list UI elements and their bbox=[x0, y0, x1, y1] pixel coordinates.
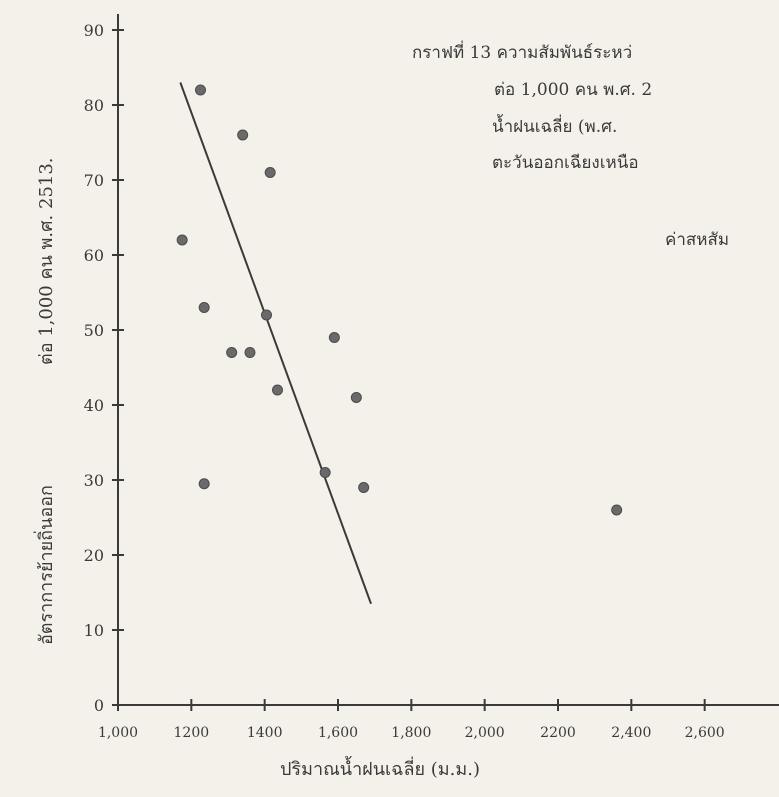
y-tick-label: 70 bbox=[84, 171, 104, 190]
y-tick-label: 80 bbox=[84, 96, 104, 115]
data-point bbox=[264, 167, 276, 178]
data-point bbox=[237, 129, 249, 141]
x-tick-label: 2,000 bbox=[465, 725, 505, 741]
y-tick-label: 40 bbox=[84, 396, 104, 415]
title-line-3: น้ำฝนเฉลี่ย (พ.ศ. bbox=[492, 114, 617, 137]
trendline-layer bbox=[179, 82, 372, 605]
title-line-2: ต่อ 1,000 คน พ.ศ. 2 bbox=[494, 80, 652, 100]
y-tick-label: 20 bbox=[84, 546, 104, 565]
x-tick-label: 1,600 bbox=[318, 725, 358, 741]
chart-axes bbox=[112, 14, 779, 706]
x-tick-label: 1,000 bbox=[98, 725, 138, 741]
x-axis-title: ปริมาณน้ำฝนเฉลี่ย (ม.ม.) bbox=[280, 756, 480, 780]
y-tick-label: 0 bbox=[94, 696, 104, 715]
x-tick-label: 2200 bbox=[540, 725, 576, 741]
title-line-1: กราฟที่ 13 ความสัมพันธ์ระหว่ bbox=[412, 40, 632, 63]
y-axis-title-line-1: อัตราการย้ายถิ่นออก bbox=[33, 485, 57, 645]
x-tick-label: 1,800 bbox=[391, 725, 431, 741]
scatter-points bbox=[176, 84, 623, 516]
data-point bbox=[261, 309, 272, 321]
y-axis-title-line-2: ต่อ 1,000 คน พ.ศ. 2513. bbox=[36, 157, 57, 365]
y-tick-label: 10 bbox=[84, 621, 104, 640]
y-axis-title: อัตราการย้ายถิ่นออก ต่อ 1,000 คน พ.ศ. 25… bbox=[33, 157, 57, 645]
data-point bbox=[226, 347, 238, 358]
data-point bbox=[195, 84, 206, 96]
data-point bbox=[176, 234, 188, 246]
title-line-5: ค่าสหสัม bbox=[665, 230, 729, 250]
y-tick-label: 30 bbox=[84, 471, 104, 490]
chart-title: กราฟที่ 13 ความสัมพันธ์ระหว่ ต่อ 1,000 ค… bbox=[412, 40, 729, 250]
x-tick-label: 1400 bbox=[247, 725, 283, 741]
x-tick-label: 2,400 bbox=[611, 725, 651, 741]
data-point bbox=[198, 302, 210, 313]
y-tick-label: 60 bbox=[84, 246, 104, 265]
data-point bbox=[244, 347, 256, 358]
y-tick-label: 90 bbox=[84, 21, 104, 40]
axis-ticks: 0 10 20 30 40 50 60 70 80 90 1,000 1200 1400 1,600 1,8… bbox=[84, 21, 725, 741]
data-point bbox=[611, 504, 623, 516]
data-point bbox=[328, 332, 340, 343]
x-tick-label: 1200 bbox=[174, 725, 210, 741]
data-point bbox=[350, 392, 362, 403]
y-tick-label: 50 bbox=[84, 321, 104, 340]
data-point bbox=[272, 384, 283, 396]
title-line-4: ตะวันออกเฉียงเหนือ bbox=[492, 153, 639, 173]
x-tick-label: 2,600 bbox=[685, 725, 725, 741]
data-point bbox=[319, 467, 331, 478]
trendline bbox=[179, 82, 372, 605]
data-point bbox=[198, 478, 210, 490]
data-point bbox=[358, 482, 370, 493]
